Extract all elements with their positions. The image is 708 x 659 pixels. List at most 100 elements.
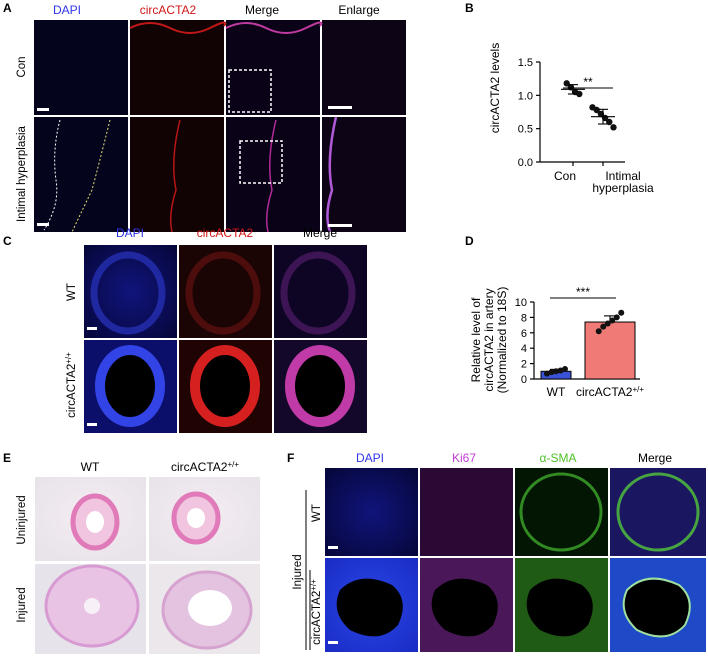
col-label-circacta2: circACTA2+/+	[171, 460, 239, 474]
lumen	[431, 578, 498, 637]
col-label-enlarge: Enlarge	[338, 3, 380, 17]
scale-bar	[328, 224, 352, 227]
row-label-text: circACTA2	[311, 591, 323, 645]
col-label-circacta2: circACTA2	[140, 3, 197, 17]
col-label-wt: WT	[81, 460, 100, 474]
scale-bar	[328, 641, 338, 644]
data-point	[557, 367, 564, 374]
intima-outline	[43, 119, 61, 231]
y-tick-label: 6	[521, 328, 527, 340]
y-axis-label: circACTA2 in artery	[482, 288, 496, 391]
y-tick-label: 1.0	[518, 90, 533, 102]
scale-bar	[87, 327, 97, 330]
data-point	[595, 328, 602, 335]
vessel-ring	[280, 251, 356, 335]
group-label-injured: Injured	[292, 554, 304, 589]
micrograph-enlarge-hyperplasia	[322, 117, 406, 232]
y-axis-label: Relative level of	[469, 297, 483, 382]
chart-d-ylabel: Relative level of circACTA2 in artery (Nor…	[469, 287, 509, 394]
elastic-lamina	[326, 116, 338, 233]
vessel-ring	[519, 472, 603, 552]
scale-bar	[87, 423, 97, 426]
data-point	[609, 317, 616, 324]
row-label-text: circACTA2	[66, 364, 78, 418]
panel-b: B circACTA2 levels 0.0 0.5 1.0 1.5 Con Intima…	[465, 1, 654, 195]
lumen	[84, 598, 100, 614]
vessel-ring	[90, 251, 166, 335]
lumen	[188, 590, 232, 626]
y-tick-label: 1.5	[518, 57, 533, 69]
row-label-superscript: +/+	[309, 579, 318, 591]
row-label-superscript: +/+	[64, 352, 73, 364]
row-label-intimal-hyperplasia: Intimal hyperplasia	[16, 125, 28, 221]
y-tick-label: 0.0	[518, 157, 533, 169]
elastic-lamina	[129, 21, 227, 34]
panel-f: F DAPI Ki67 α-SMA Merge Injured WT circA…	[287, 451, 706, 652]
scale-bar	[37, 223, 49, 226]
y-axis-label: (Normalized to 18S)	[495, 287, 509, 394]
significance-label: ***	[576, 285, 590, 299]
y-tick-label: 4	[521, 343, 527, 355]
col-label-merge: Merge	[303, 226, 337, 240]
micrograph-sma-wt	[515, 468, 608, 556]
micrograph-dapi-con	[34, 20, 128, 115]
intima-outline	[71, 119, 111, 233]
row-label-uninjured: Uninjured	[16, 495, 28, 544]
col-label-dapi: DAPI	[53, 3, 81, 17]
vessel-ring	[95, 345, 165, 427]
micrograph-circacta2-con	[130, 20, 224, 115]
vessel-ring	[616, 472, 700, 552]
data-point	[618, 309, 625, 316]
row-label-circacta2: circACTA2+/+	[64, 352, 78, 418]
lumen	[622, 577, 691, 638]
x-tick-label: circACTA2+/+	[576, 385, 644, 399]
data-point	[613, 314, 620, 321]
data-point	[610, 124, 617, 131]
col-label-dapi: DAPI	[356, 451, 384, 465]
elastic-lamina	[169, 119, 181, 233]
enlarge-box	[228, 69, 272, 113]
panel-c: C DAPI circACTA2 Merge WT circACTA2+/+	[3, 226, 367, 433]
data-point	[576, 90, 583, 98]
col-label-merge: Merge	[638, 451, 672, 465]
lumen	[86, 511, 104, 533]
y-tick-label: 10	[515, 297, 527, 309]
micrograph-dapi-hyperplasia	[34, 117, 128, 232]
col-label-superscript: +/+	[227, 460, 239, 469]
data-point	[548, 369, 555, 376]
chart-d: 0 2 4 6 8 10 WT circACTA2+/+ ***	[515, 285, 645, 399]
micrograph-ki67-wt	[420, 468, 513, 556]
data-point	[562, 365, 568, 372]
vessel-ring	[190, 345, 260, 427]
panel-d-label: D	[465, 234, 474, 248]
data-point	[544, 370, 550, 377]
micrograph-dapi-wt	[325, 468, 418, 556]
x-tick-label: hyperplasia	[592, 181, 654, 195]
elastic-lamina	[225, 21, 323, 34]
col-label-ki67: Ki67	[452, 451, 476, 465]
x-tick-label: Intimal	[605, 169, 640, 183]
data-point	[553, 368, 559, 375]
y-tick-label: 0.5	[518, 124, 533, 136]
micrograph-enlarge-con	[322, 20, 406, 115]
panel-c-label: C	[3, 234, 12, 248]
col-label-dapi: DAPI	[116, 226, 144, 240]
data-point	[593, 106, 600, 114]
micrograph-merge-wt	[610, 468, 706, 556]
lumen	[336, 578, 403, 637]
enlarge-box	[239, 140, 283, 184]
micrograph-merge-con	[226, 20, 320, 115]
col-label-text: circACTA2	[171, 460, 228, 474]
x-tick-label: Con	[554, 169, 576, 183]
y-tick-label: 0	[521, 374, 527, 386]
chart-b-ylabel: circACTA2 levels	[488, 43, 502, 133]
col-label-sma: α-SMA	[540, 451, 577, 465]
panel-b-label: B	[465, 1, 474, 15]
panel-a: A DAPI circACTA2 Merge Enlarge Con Intim…	[3, 1, 406, 233]
col-label-circacta2: circACTA2	[197, 226, 254, 240]
vessel-ring	[285, 345, 355, 427]
panel-e-label: E	[3, 451, 11, 465]
vessel-ring	[185, 251, 261, 335]
panel-e: E WT circACTA2+/+ Uninjured Injured	[3, 451, 260, 654]
